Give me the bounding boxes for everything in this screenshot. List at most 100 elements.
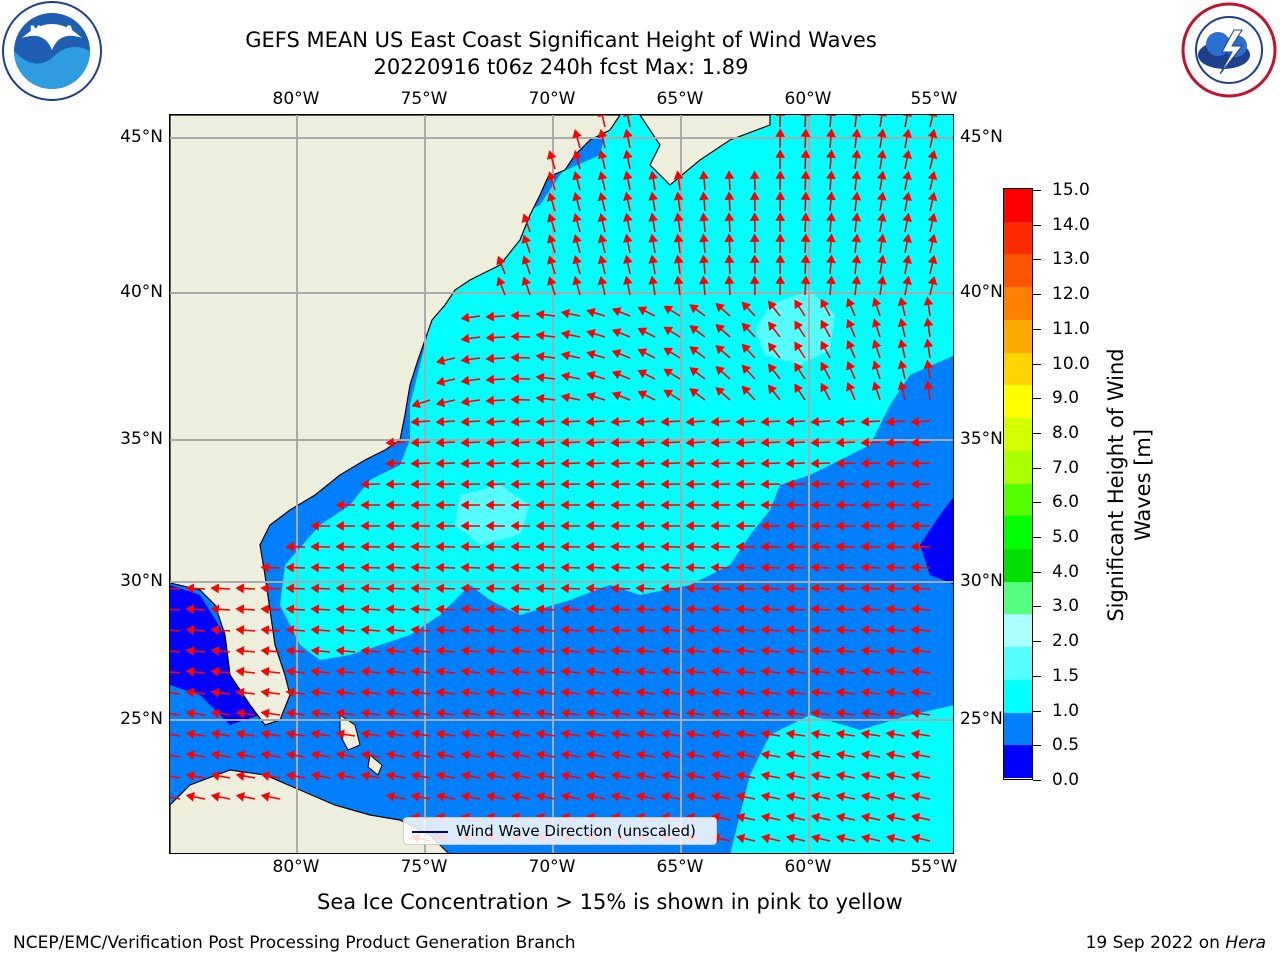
wind-wave-arrowhead — [560, 437, 570, 448]
wind-wave-arrowhead — [560, 687, 570, 698]
wind-wave-arrowhead — [560, 521, 569, 531]
wind-wave-arrowhead — [535, 500, 544, 510]
wind-wave-arrowhead — [800, 233, 811, 243]
lat-tick-left-40n: 40°N — [120, 282, 163, 302]
wind-wave-arrowhead — [685, 521, 694, 531]
wind-wave-arrowhead — [710, 479, 719, 490]
wind-wave-arrowhead — [460, 604, 470, 615]
wind-wave-arrowhead — [585, 666, 595, 677]
wind-wave-arrowhead — [485, 458, 494, 469]
wind-wave-arrowhead — [611, 349, 622, 359]
wind-wave-arrowhead — [785, 646, 795, 656]
wind-wave-arrowhead — [435, 666, 445, 677]
footer-date-text: 19 Sep 2022 on — [1085, 933, 1226, 953]
wind-wave-arrowhead — [735, 833, 746, 844]
wind-wave-arrowhead — [749, 170, 760, 179]
wind-wave-arrowhead — [335, 604, 345, 615]
wind-wave-arrowhead — [860, 729, 870, 740]
wind-wave-arrowhead — [485, 687, 495, 698]
wind-wave-arrowhead — [460, 500, 469, 510]
wind-wave-arrowhead — [835, 729, 845, 740]
colorbar-label-line2: Waves [m] — [1131, 428, 1155, 542]
wind-wave-arrowhead — [235, 625, 245, 635]
wind-wave-arrowhead — [385, 625, 395, 635]
wind-wave-arrowhead — [597, 115, 608, 118]
wind-wave-arrowhead — [637, 390, 648, 400]
colorbar-tick-label: 1.5 — [1052, 665, 1080, 686]
wind-wave-arrowhead — [794, 320, 804, 331]
wind-wave-arrowhead — [902, 212, 912, 222]
wind-wave-arrowhead — [685, 479, 694, 490]
wind-wave-arrowhead — [760, 625, 770, 635]
wind-wave-arrowhead — [635, 500, 644, 510]
wind-wave-arrowhead — [775, 170, 786, 179]
wind-wave-arrowhead — [710, 750, 720, 760]
wind-wave-arrowhead — [360, 521, 369, 531]
wind-wave-arrowhead — [910, 500, 919, 510]
colorbar-segment — [1004, 287, 1032, 321]
wind-wave-arrowhead — [335, 500, 344, 510]
wind-wave-arrowhead — [660, 562, 669, 573]
wind-wave-arrowhead — [585, 500, 594, 510]
wind-wave-arrowhead — [927, 149, 938, 160]
wind-wave-arrowhead — [535, 372, 545, 383]
wind-wave-arrowhead — [610, 521, 619, 531]
wind-wave-arrowhead — [902, 233, 912, 243]
wind-wave-arrowhead — [910, 583, 920, 594]
lon-tick-bottom-70w: 70°W — [528, 857, 576, 877]
wind-wave-arrowhead — [611, 370, 622, 380]
wind-wave-arrowhead — [635, 562, 644, 573]
wind-wave-arrowhead — [210, 604, 220, 615]
wind-wave-arrowhead — [835, 541, 844, 552]
wind-wave-arrowhead — [597, 233, 608, 244]
wind-wave-arrowhead — [648, 275, 658, 285]
lon-tick-bottom-55w: 55°W — [910, 857, 958, 877]
wind-wave-arrowhead — [927, 128, 938, 139]
wind-wave-arrowhead — [885, 541, 894, 552]
wind-wave-arrowhead — [885, 604, 895, 615]
wind-wave-arrowhead — [460, 729, 470, 740]
wind-wave-arrowhead — [660, 541, 669, 552]
wind-wave-arrowhead — [835, 479, 844, 490]
wind-wave-arrowhead — [660, 687, 670, 698]
wind-wave-arrowhead — [851, 212, 862, 222]
wind-wave-arrowhead — [485, 437, 495, 448]
wind-wave-arrowhead — [760, 729, 770, 740]
wind-wave-arrowhead — [560, 708, 570, 719]
wind-wave-arrowhead — [460, 354, 470, 365]
legend-line-swatch — [412, 831, 448, 833]
lon-tick-top-55w: 55°W — [910, 89, 958, 109]
wind-wave-arrowhead — [521, 255, 531, 266]
wind-wave-arrowhead — [851, 128, 862, 138]
wind-wave-arrowhead — [435, 687, 445, 698]
wind-wave-arrowhead — [785, 750, 795, 760]
wind-wave-arrowhead — [560, 791, 570, 802]
colorbar-tick-mark — [1033, 537, 1041, 539]
wind-wave-arrowhead — [860, 750, 870, 760]
wind-wave-arrowhead — [851, 254, 862, 264]
wind-wave-arrowhead — [535, 351, 545, 362]
wind-wave-arrowhead — [910, 458, 919, 469]
wind-wave-arrowhead — [735, 771, 745, 781]
colorbar-segment — [1004, 189, 1032, 223]
wind-wave-arrowhead — [610, 687, 620, 698]
wind-wave-arrowhead — [637, 306, 648, 316]
wind-wave-arrowhead — [485, 479, 494, 490]
wind-wave-arrowhead — [699, 170, 709, 180]
wind-wave-arrowhead — [835, 583, 845, 594]
wind-wave-arrowhead — [360, 500, 369, 510]
wind-wave-arrowhead — [521, 213, 531, 224]
wind-wave-arrowhead — [410, 646, 420, 656]
wind-wave-arrowhead — [685, 791, 695, 802]
wind-wave-arrowhead — [685, 562, 694, 573]
wind-wave-arrowhead — [635, 583, 645, 594]
wind-wave-arrowhead — [485, 771, 495, 781]
wind-wave-arrowhead — [460, 562, 469, 573]
wind-wave-arrowhead — [360, 666, 370, 677]
wind-wave-arrowhead — [235, 771, 245, 781]
wind-wave-arrowhead — [860, 687, 870, 698]
wind-wave-arrowhead — [622, 128, 633, 138]
wind-wave-arrowhead — [910, 479, 919, 490]
wind-wave-arrowhead — [800, 191, 811, 201]
wind-wave-arrowhead — [785, 625, 795, 635]
